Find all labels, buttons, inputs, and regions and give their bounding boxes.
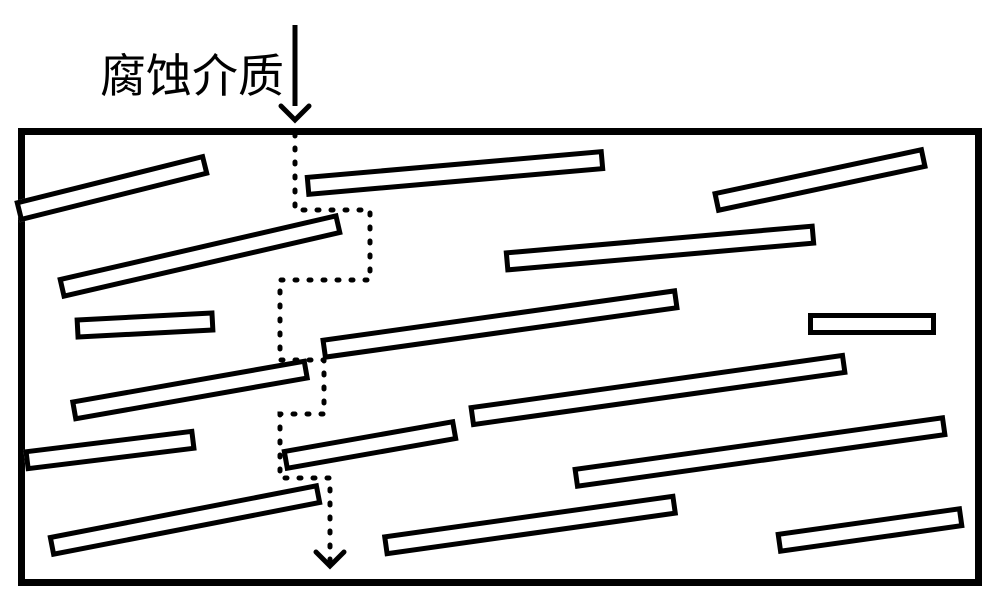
corrosive-medium-label: 腐蚀介质 — [100, 40, 284, 106]
diagram-canvas: 腐蚀介质 — [0, 0, 1000, 597]
entry-arrow — [281, 25, 309, 120]
flake-bar — [808, 313, 936, 335]
